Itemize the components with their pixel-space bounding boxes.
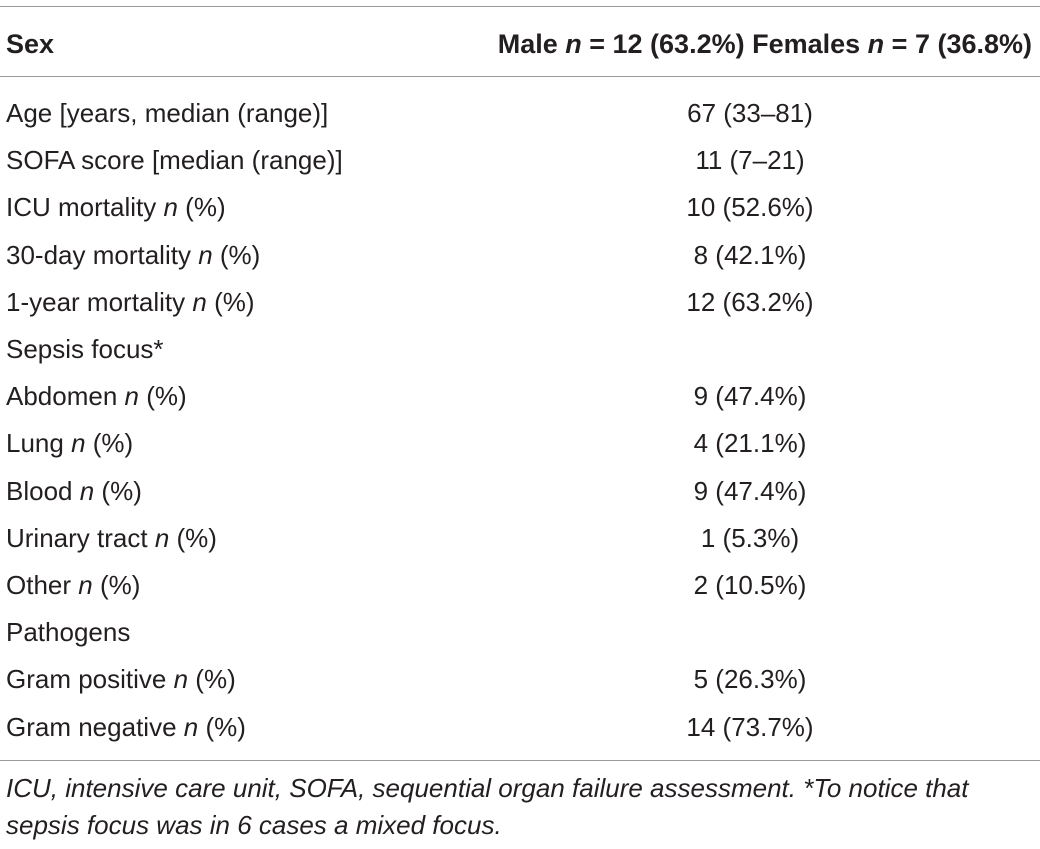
row-label-suffix: (%) — [198, 711, 246, 742]
row-label: Blood n (%) — [6, 475, 142, 507]
table-row: Other n (%) 2 (10.5%) — [0, 561, 1040, 608]
row-label-text: Other — [6, 570, 79, 600]
row-value: 14 (73.7%) — [686, 711, 814, 742]
header-sex-counts: Male n = 12 (63.2%) Females n = 7 (36.8%… — [498, 28, 1032, 60]
row-value: 9 (47.4%) — [693, 381, 807, 412]
header-n-symbol: n — [867, 29, 885, 59]
table-row: 1-year mortality n (%) 12 (63.2%) — [0, 278, 1040, 325]
table-row: Lung n (%) 4 (21.1%) — [0, 419, 1040, 466]
table-top-rule — [0, 6, 1040, 7]
row-label-text: Gram positive — [6, 664, 174, 695]
row-label: Abdomen n (%) — [6, 380, 187, 412]
row-label-n-symbol: n — [154, 522, 170, 553]
row-label: 1-year mortality n (%) — [6, 286, 255, 318]
row-label-text: Gram negative — [6, 711, 184, 742]
row-label: Pathogens — [6, 616, 130, 648]
table-row: ICU mortality n (%) 10 (52.6%) — [0, 183, 1040, 230]
row-label: Age [years, median (range)] — [6, 97, 328, 129]
row-label-text: ICU mortality — [6, 192, 164, 223]
row-label: Sepsis focus* — [6, 333, 164, 365]
header-female-count: = 7 (36.8%) — [884, 29, 1032, 59]
table-row: Sepsis focus* — [0, 325, 1040, 372]
row-label-n-symbol: n — [183, 711, 199, 742]
row-label-suffix: (%) — [212, 239, 261, 270]
row-label: Lung n (%) — [6, 427, 133, 459]
row-label: Other n (%) — [6, 569, 140, 601]
row-label-suffix: (%) — [169, 522, 217, 553]
row-label: 30-day mortality n (%) — [6, 239, 260, 271]
row-label-n-symbol: n — [173, 664, 189, 695]
row-label-n-symbol: n — [163, 192, 178, 223]
table-header-rule — [0, 76, 1040, 77]
table-row: 30-day mortality n (%) 8 (42.1%) — [0, 231, 1040, 278]
row-label-text: Urinary tract — [6, 522, 155, 553]
row-label-n-symbol: n — [192, 286, 207, 317]
row-label-text: Abdomen — [6, 381, 125, 412]
row-label-n-symbol: n — [78, 570, 93, 600]
row-label-suffix: (%) — [85, 428, 134, 459]
row-label-text: Sepsis focus* — [6, 334, 164, 364]
row-label-text: Blood — [6, 475, 80, 506]
row-label: Gram negative n (%) — [6, 711, 246, 743]
row-label-suffix: (%) — [139, 381, 187, 412]
row-label-n-symbol: n — [124, 381, 139, 412]
row-label: ICU mortality n (%) — [6, 191, 226, 223]
row-label-text: Age [years, median (range)] — [6, 98, 329, 128]
table-row: Pathogens — [0, 608, 1040, 655]
row-label-text: Lung — [6, 428, 72, 459]
row-label-n-symbol: n — [71, 428, 86, 459]
table-row: Urinary tract n (%) 1 (5.3%) — [0, 514, 1040, 561]
row-value: 1 (5.3%) — [700, 522, 800, 553]
row-label-n-symbol: n — [198, 239, 213, 270]
table-row: Age [years, median (range)] 67 (33–81) — [0, 89, 1040, 136]
row-label: Urinary tract n (%) — [6, 522, 217, 554]
table-row: Abdomen n (%) 9 (47.4%) — [0, 372, 1040, 419]
row-value: 11 (7–21) — [695, 145, 805, 176]
row-value: 8 (42.1%) — [693, 239, 807, 270]
table-row: Blood n (%) 9 (47.4%) — [0, 467, 1040, 514]
row-label-text: 1-year mortality — [6, 286, 193, 317]
row-label-text: 30-day mortality — [6, 239, 199, 270]
row-value: 9 (47.4%) — [693, 475, 807, 506]
header-male-label: Male — [497, 29, 566, 59]
table-row: Gram negative n (%) 14 (73.7%) — [0, 703, 1040, 750]
row-value: 10 (52.6%) — [686, 192, 814, 223]
row-label-text: Pathogens — [6, 617, 131, 648]
table-row: SOFA score [median (range)] 11 (7–21) — [0, 136, 1040, 183]
table-bottom-rule — [0, 760, 1040, 761]
row-label-text: SOFA score [median (range)] — [6, 145, 343, 176]
row-label-suffix: (%) — [94, 475, 142, 506]
row-value: 5 (26.3%) — [693, 664, 807, 695]
header-sex: Sex — [6, 29, 55, 59]
table-footnote: ICU, intensive care unit, SOFA, sequenti… — [6, 773, 969, 840]
row-value: 4 (21.1%) — [693, 428, 807, 459]
row-label-suffix: (%) — [206, 286, 255, 317]
row-value: 67 (33–81) — [687, 98, 813, 128]
table-header-row: Sex Male n = 12 (63.2%) Females n = 7 (3… — [0, 6, 1040, 76]
row-value: 12 (63.2%) — [686, 286, 814, 317]
row-value: 2 (10.5%) — [693, 570, 807, 600]
row-label-n-symbol: n — [79, 475, 95, 506]
row-label-suffix: (%) — [177, 192, 226, 223]
row-label: Gram positive n (%) — [6, 663, 236, 695]
row-label: SOFA score [median (range)] — [6, 144, 343, 176]
row-label-suffix: (%) — [188, 664, 236, 695]
row-label-suffix: (%) — [92, 570, 141, 600]
table-row: Gram positive n (%) 5 (26.3%) — [0, 655, 1040, 702]
header-male-count: = 12 (63.2%) Females — [581, 29, 868, 59]
header-n-symbol: n — [565, 29, 582, 59]
